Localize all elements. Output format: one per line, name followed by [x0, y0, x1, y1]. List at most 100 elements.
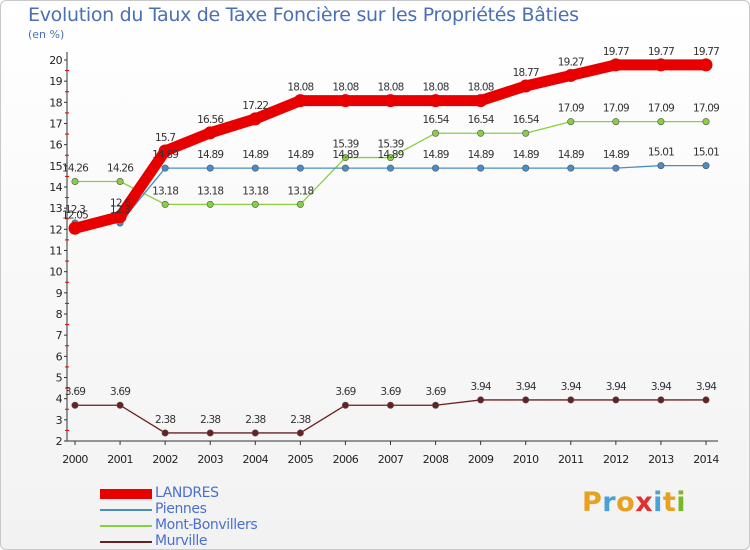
data-label: 14.89 [468, 149, 494, 161]
x-tick-label: 2011 [558, 453, 584, 466]
data-label: 14.89 [332, 149, 358, 161]
data-label: 19.77 [603, 46, 629, 58]
x-tick-label: 2014 [693, 453, 719, 466]
data-point [161, 164, 169, 172]
data-point [251, 429, 259, 437]
legend-label: LANDRES [155, 485, 219, 501]
data-point [116, 401, 124, 409]
y-tick-label: 20 [49, 54, 62, 67]
data-label: 14.89 [558, 149, 584, 161]
data-label: 15.01 [693, 147, 719, 159]
x-tick-label: 2002 [152, 453, 178, 466]
data-point [386, 154, 394, 162]
data-label: 2.38 [200, 414, 220, 426]
data-label: 15.39 [332, 139, 358, 151]
data-point [564, 68, 578, 82]
data-label: 13.18 [287, 185, 313, 197]
y-tick-label: 7 [56, 329, 63, 342]
data-point [206, 200, 214, 208]
y-tick-label: 16 [49, 139, 62, 152]
y-tick-label: 5 [56, 372, 63, 385]
data-label: 14.89 [603, 149, 629, 161]
x-tick-label: 2004 [242, 453, 268, 466]
data-label: 12.6 [110, 198, 131, 210]
data-point [522, 164, 530, 172]
data-label: 17.09 [558, 103, 584, 115]
data-label: 3.94 [561, 381, 582, 393]
data-label: 12.05 [62, 209, 88, 221]
data-point [702, 118, 710, 126]
x-tick-label: 2010 [513, 453, 539, 466]
data-point [68, 221, 82, 235]
data-point [71, 401, 79, 409]
data-label: 16.54 [423, 114, 450, 126]
data-labels: 12.05 12.6 15.7 16.56 17.22 18.08 18.08 18.08 18… [62, 46, 720, 426]
data-label: 14.89 [513, 149, 539, 161]
y-tick-label: 9 [56, 287, 63, 300]
data-label: 18.08 [423, 82, 449, 94]
data-label: 16.56 [197, 114, 224, 126]
chart-title: Evolution du Taux de Taxe Foncière sur l… [28, 4, 579, 26]
data-label: 14.26 [62, 162, 89, 174]
data-point [386, 164, 394, 172]
y-tick-label: 13 [49, 202, 62, 215]
data-point [203, 126, 217, 140]
y-tick-label: 12 [49, 223, 62, 236]
legend-label: Murville [155, 533, 208, 549]
data-point [293, 94, 307, 108]
x-tick-label: 2008 [423, 453, 449, 466]
data-point [338, 94, 352, 108]
data-label: 13.18 [242, 185, 268, 197]
data-point [609, 58, 623, 72]
data-label: 17.09 [693, 103, 719, 115]
y-tick-label: 3 [56, 414, 63, 427]
data-label: 18.08 [468, 82, 494, 94]
data-point [567, 164, 575, 172]
data-point [477, 396, 485, 404]
data-label: 19.27 [558, 56, 584, 68]
y-tick-label: 19 [49, 75, 62, 88]
data-label: 2.38 [245, 414, 265, 426]
y-tick-label: 8 [56, 308, 63, 321]
x-tick-label: 2009 [468, 453, 494, 466]
data-point [341, 401, 349, 409]
data-point [567, 396, 575, 404]
y-tick-label: 4 [56, 393, 63, 406]
data-label: 18.77 [513, 67, 539, 79]
data-point [296, 429, 304, 437]
y-tick-label: 10 [49, 266, 62, 279]
data-point [158, 144, 172, 158]
data-label: 14.26 [107, 162, 134, 174]
data-point [71, 177, 79, 185]
x-tick-label: 2005 [288, 453, 314, 466]
data-point [161, 200, 169, 208]
data-label: 3.69 [425, 386, 445, 398]
legend-label: Piennes [155, 501, 207, 517]
legend-swatch [100, 489, 152, 499]
x-tick-label: 2003 [197, 453, 223, 466]
data-point [519, 79, 533, 93]
data-label: 17.09 [603, 103, 629, 115]
data-point [384, 94, 397, 108]
data-point [477, 164, 485, 172]
data-label: 17.22 [242, 100, 268, 112]
axes: 2 3 4 5 6 7 8 9 10 11 12 13 14 15 16 17 18 19 20 2000 2001 20… [49, 52, 720, 466]
data-point [113, 210, 127, 224]
data-point [206, 429, 214, 437]
x-tick-label: 2012 [603, 453, 629, 466]
data-point [699, 58, 713, 72]
data-point [432, 401, 440, 409]
data-label: 15.01 [648, 147, 674, 159]
data-label: 14.89 [242, 149, 268, 161]
legend-swatch [100, 509, 152, 511]
data-point [432, 164, 440, 172]
data-label: 19.77 [693, 46, 719, 58]
data-label: 2.38 [155, 414, 175, 426]
data-point [702, 162, 710, 170]
series-lines [68, 58, 713, 437]
data-point [251, 164, 259, 172]
data-point [477, 129, 485, 137]
data-label: 13.18 [197, 185, 223, 197]
data-point [657, 396, 665, 404]
